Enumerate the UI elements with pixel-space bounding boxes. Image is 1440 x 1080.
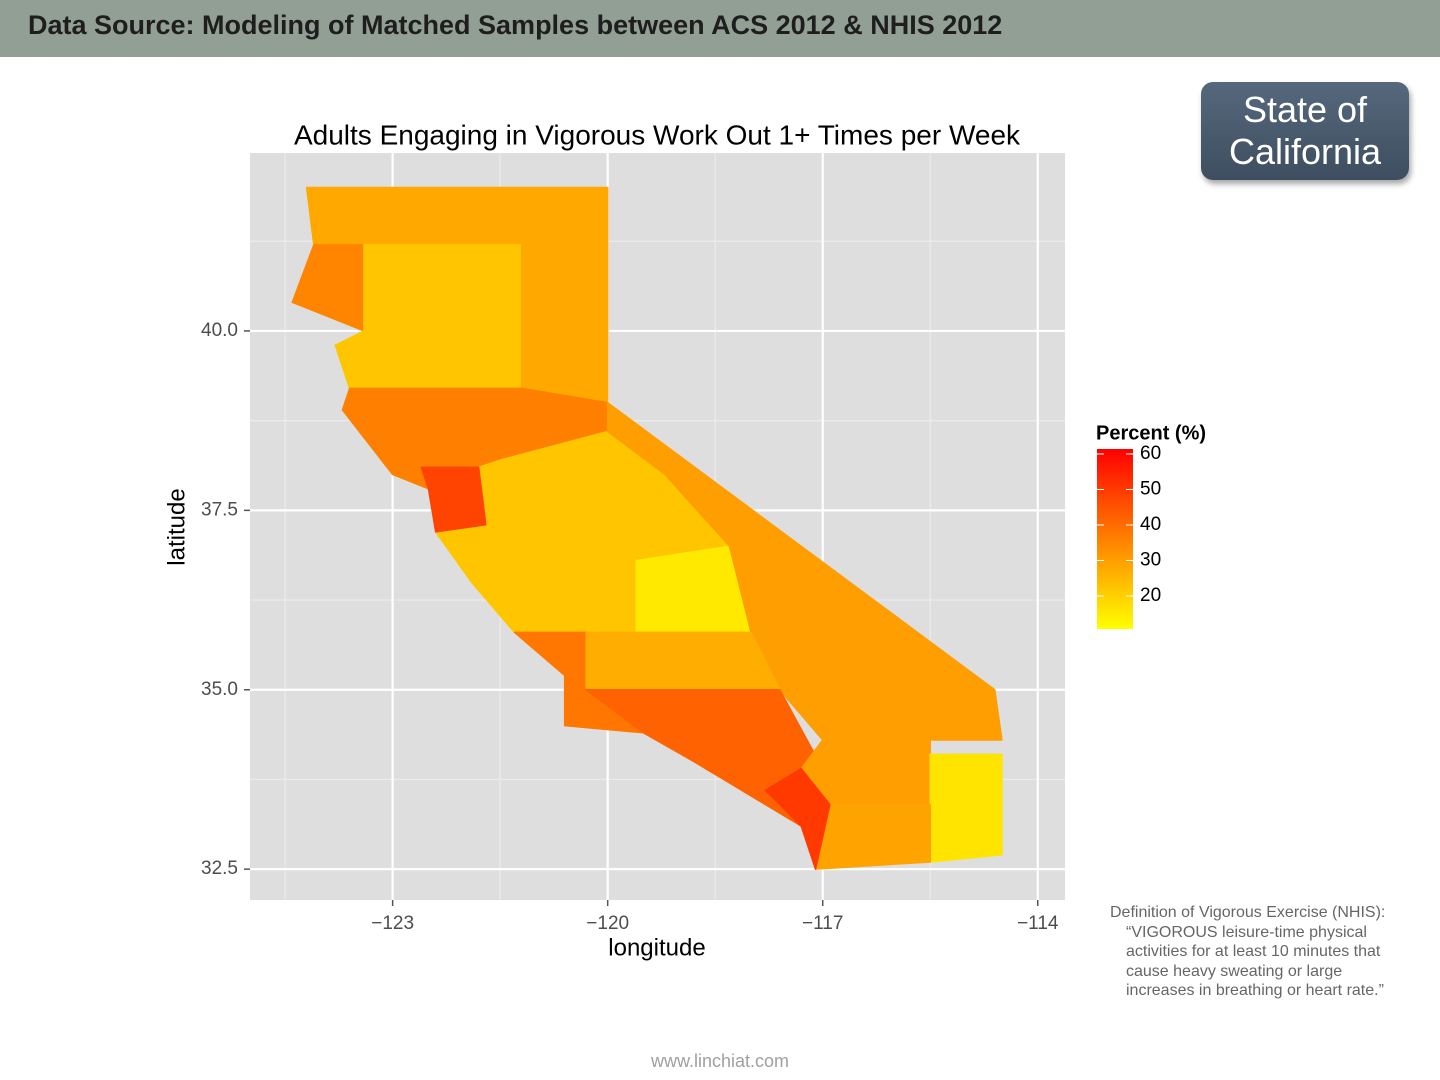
y-tick-label: 32.5 [201, 858, 238, 879]
header-title: Data Source: Modeling of Matched Samples… [28, 10, 1002, 40]
county-region [420, 466, 487, 533]
legend-tick-label: 50 [1140, 478, 1161, 499]
legend-colorbar [1097, 449, 1133, 629]
badge-label: State of California [1228, 89, 1382, 172]
state-badge: State of California [1201, 82, 1409, 180]
regions [291, 186, 1003, 870]
footer: www.linchiat.com [650, 1051, 790, 1071]
axes: −123 −120 −117 −114 40.0 37.5 35.0 32.5 [201, 320, 1059, 934]
county-region [305, 186, 609, 246]
x-tick-label: −120 [586, 913, 629, 934]
x-tick-label: −117 [802, 913, 843, 934]
x-tick-label: −114 [1017, 913, 1059, 934]
legend-tick-label: 30 [1140, 549, 1161, 570]
x-tick-label: −123 [371, 913, 414, 934]
legend-tick-label: 20 [1140, 585, 1161, 606]
legend-title: Percent (%) [1096, 422, 1206, 444]
county-region [520, 244, 609, 404]
legend-tick-label: 60 [1140, 443, 1161, 464]
y-tick-label: 35.0 [201, 679, 238, 700]
county-region [814, 803, 931, 870]
definition: Definition of Vigorous Exercise (NHIS): … [1110, 903, 1410, 1001]
county-region [334, 244, 523, 390]
definition-heading: Definition of Vigorous Exercise (NHIS): [1110, 904, 1386, 921]
legend-tick-label: 40 [1140, 514, 1161, 535]
chart-title: Adults Engaging in Vigorous Work Out 1+ … [294, 119, 1021, 150]
county-region [585, 688, 824, 827]
county-region [764, 767, 831, 870]
y-tick-label: 40.0 [201, 320, 238, 341]
definition-text: “VIGOROUS leisure-time physical activiti… [1126, 923, 1384, 1000]
x-axis-label: longitude [608, 934, 705, 961]
y-tick-label: 37.5 [201, 499, 238, 520]
county-region [585, 631, 781, 691]
grid [250, 153, 1065, 900]
county-region [929, 753, 1003, 863]
header-bar [0, 0, 1440, 57]
y-axis-label: latitude [163, 488, 190, 565]
legend: 20 30 40 50 60 [1097, 443, 1161, 606]
